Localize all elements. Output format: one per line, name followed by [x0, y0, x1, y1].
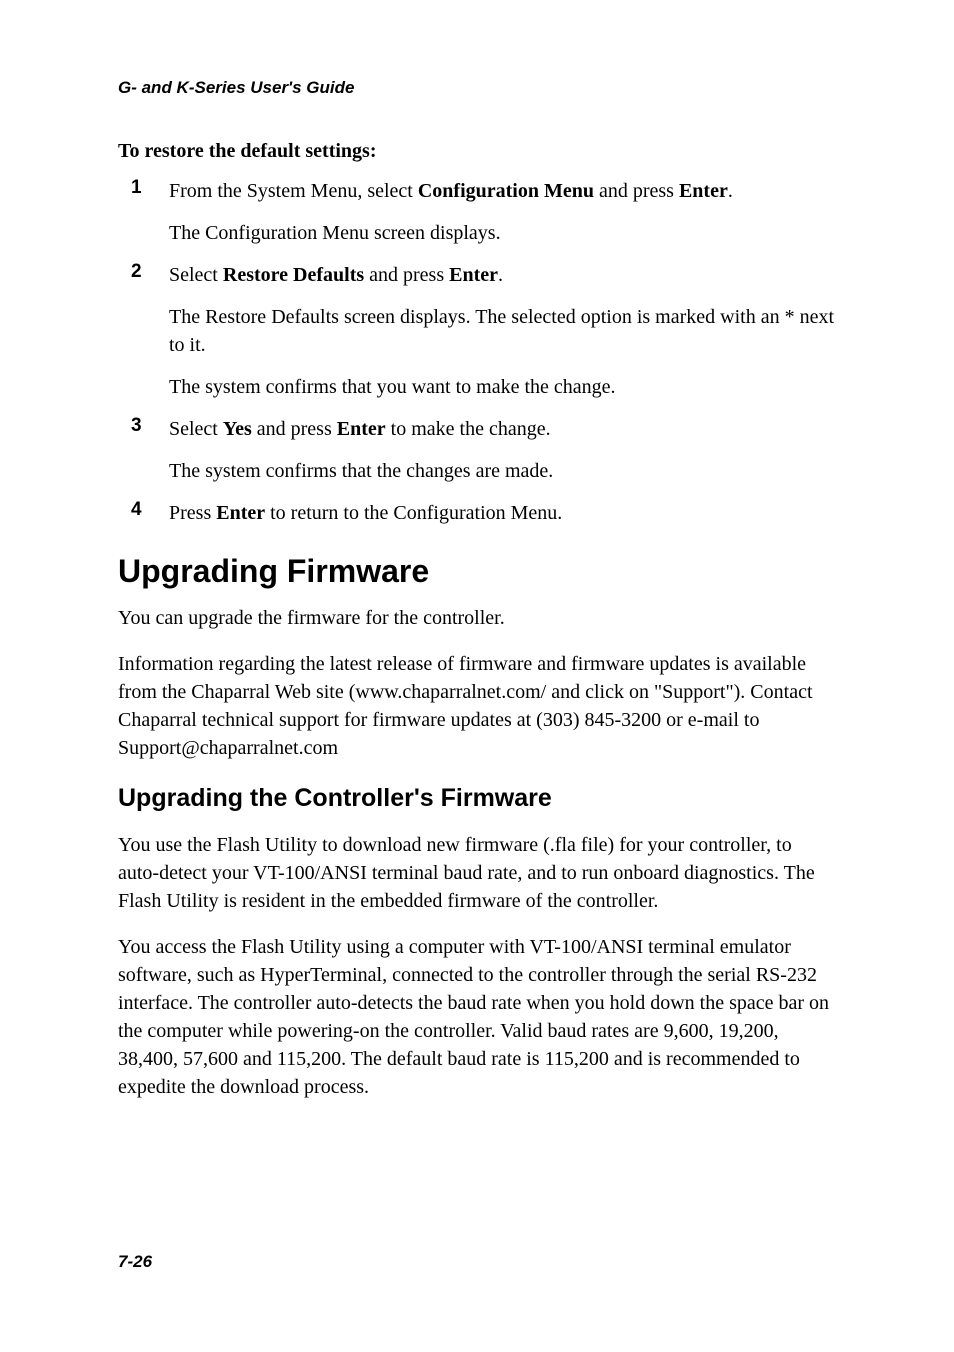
step-number: 1 [131, 177, 169, 247]
step-body: Select Restore Defaults and press Enter.… [169, 261, 836, 401]
paragraph: You use the Flash Utility to download ne… [118, 831, 836, 915]
step-number: 2 [131, 261, 169, 401]
running-header: G- and K-Series User's Guide [118, 78, 836, 98]
list-item: 1 From the System Menu, select Configura… [131, 177, 836, 247]
step-text: The Restore Defaults screen displays. Th… [169, 303, 836, 359]
step-text: From the System Menu, select Configurati… [169, 177, 836, 205]
step-text: The system confirms that you want to mak… [169, 373, 836, 401]
paragraph: You can upgrade the firmware for the con… [118, 604, 836, 632]
restore-steps-list: 1 From the System Menu, select Configura… [118, 177, 836, 527]
step-body: From the System Menu, select Configurati… [169, 177, 836, 247]
list-item: 2 Select Restore Defaults and press Ente… [131, 261, 836, 401]
step-text: Select Yes and press Enter to make the c… [169, 415, 836, 443]
paragraph: You access the Flash Utility using a com… [118, 933, 836, 1101]
restore-heading: To restore the default settings: [118, 140, 836, 163]
step-text: Select Restore Defaults and press Enter. [169, 261, 836, 289]
section-title: Upgrading Firmware [118, 553, 836, 590]
list-item: 4 Press Enter to return to the Configura… [131, 499, 836, 527]
list-item: 3 Select Yes and press Enter to make the… [131, 415, 836, 485]
step-text: The Configuration Menu screen displays. [169, 219, 836, 247]
step-number: 3 [131, 415, 169, 485]
page-number: 7-26 [118, 1252, 152, 1272]
subsection-title: Upgrading the Controller's Firmware [118, 784, 836, 813]
paragraph: Information regarding the latest release… [118, 650, 836, 762]
step-body: Select Yes and press Enter to make the c… [169, 415, 836, 485]
step-text: The system confirms that the changes are… [169, 457, 836, 485]
step-body: Press Enter to return to the Configurati… [169, 499, 836, 527]
step-text: Press Enter to return to the Configurati… [169, 499, 836, 527]
step-number: 4 [131, 499, 169, 527]
